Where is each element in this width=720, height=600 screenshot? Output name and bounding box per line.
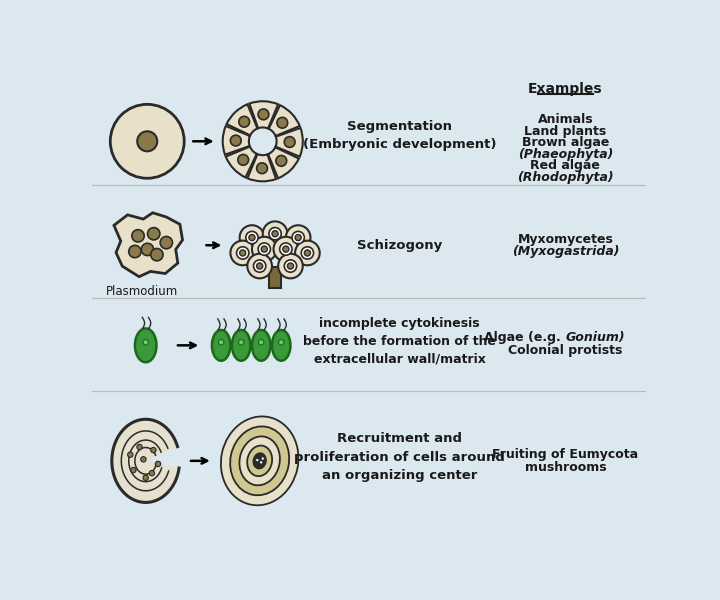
Circle shape <box>141 243 153 256</box>
Ellipse shape <box>272 330 290 361</box>
Circle shape <box>259 461 263 464</box>
Circle shape <box>148 227 160 240</box>
Circle shape <box>240 250 246 256</box>
Circle shape <box>140 457 146 462</box>
Circle shape <box>258 340 264 345</box>
Text: Gonium): Gonium) <box>565 331 625 344</box>
Text: Brown algae: Brown algae <box>522 136 609 149</box>
Circle shape <box>274 237 298 262</box>
Wedge shape <box>222 126 250 155</box>
Circle shape <box>292 232 305 244</box>
Circle shape <box>295 241 320 265</box>
Text: (Rhodophyta): (Rhodophyta) <box>517 171 613 184</box>
Circle shape <box>295 235 301 241</box>
Circle shape <box>258 243 271 255</box>
Circle shape <box>238 340 244 345</box>
Circle shape <box>276 155 287 166</box>
Text: Colonial protists: Colonial protists <box>508 344 623 357</box>
Circle shape <box>284 137 295 148</box>
Ellipse shape <box>232 330 251 361</box>
Circle shape <box>279 243 292 255</box>
Text: Examples: Examples <box>528 82 603 96</box>
Circle shape <box>143 340 148 345</box>
Circle shape <box>240 225 264 250</box>
Text: (Myxogastrida): (Myxogastrida) <box>512 245 619 258</box>
Circle shape <box>301 247 314 259</box>
Text: Animals: Animals <box>538 113 593 126</box>
Circle shape <box>279 340 284 345</box>
Ellipse shape <box>230 427 289 495</box>
Circle shape <box>305 250 310 256</box>
Ellipse shape <box>240 436 280 485</box>
Circle shape <box>127 452 133 457</box>
Circle shape <box>138 131 157 151</box>
Text: (Phaeophyta): (Phaeophyta) <box>518 148 613 161</box>
Circle shape <box>261 246 267 252</box>
Text: Red algae: Red algae <box>531 160 600 172</box>
Text: Schizogony: Schizogony <box>357 239 442 252</box>
Circle shape <box>238 154 248 165</box>
Text: Algae (e.g.: Algae (e.g. <box>485 331 565 344</box>
Circle shape <box>277 118 288 128</box>
Circle shape <box>256 263 263 269</box>
Circle shape <box>286 225 310 250</box>
Text: mushrooms: mushrooms <box>525 461 606 473</box>
Circle shape <box>269 227 282 240</box>
Circle shape <box>263 221 287 246</box>
Circle shape <box>249 235 255 241</box>
Wedge shape <box>227 104 258 136</box>
Ellipse shape <box>253 453 266 469</box>
Circle shape <box>150 448 156 453</box>
Text: incomplete cytokinesis
before the formation of the
extracellular wall/matrix: incomplete cytokinesis before the format… <box>303 317 496 366</box>
Text: Recruitment and
proliferation of cells around
an organizing center: Recruitment and proliferation of cells a… <box>294 433 505 481</box>
Circle shape <box>248 254 272 278</box>
Polygon shape <box>269 267 282 287</box>
Circle shape <box>287 263 294 269</box>
Text: Plasmodium: Plasmodium <box>106 285 178 298</box>
Circle shape <box>258 109 269 120</box>
Circle shape <box>246 232 258 244</box>
Circle shape <box>237 247 249 259</box>
Circle shape <box>110 104 184 178</box>
Circle shape <box>283 246 289 252</box>
Wedge shape <box>276 128 303 157</box>
Text: Fruiting of Eumycota: Fruiting of Eumycota <box>492 448 639 461</box>
Circle shape <box>143 475 148 481</box>
Circle shape <box>239 116 250 127</box>
Ellipse shape <box>247 446 272 476</box>
Circle shape <box>261 457 264 460</box>
Circle shape <box>230 135 241 146</box>
Wedge shape <box>269 105 300 136</box>
Circle shape <box>252 237 276 262</box>
Text: Land plants: Land plants <box>524 125 606 138</box>
Circle shape <box>230 241 255 265</box>
Circle shape <box>253 260 266 272</box>
Ellipse shape <box>212 330 230 361</box>
Wedge shape <box>268 147 299 178</box>
Circle shape <box>218 340 224 345</box>
Circle shape <box>131 467 136 473</box>
Polygon shape <box>112 419 179 502</box>
Circle shape <box>150 248 163 261</box>
Ellipse shape <box>135 328 156 362</box>
Circle shape <box>160 236 173 249</box>
Wedge shape <box>248 154 276 181</box>
Ellipse shape <box>252 330 271 361</box>
Circle shape <box>132 230 144 242</box>
Wedge shape <box>226 146 257 178</box>
Circle shape <box>278 254 303 278</box>
Circle shape <box>156 461 161 467</box>
Circle shape <box>272 230 278 237</box>
Circle shape <box>284 260 297 272</box>
Polygon shape <box>114 213 183 277</box>
Circle shape <box>149 470 155 476</box>
Text: Segmentation
(Embryonic development): Segmentation (Embryonic development) <box>303 119 497 151</box>
Text: Myxomycetes: Myxomycetes <box>518 233 613 245</box>
Circle shape <box>256 458 259 462</box>
Circle shape <box>256 163 267 173</box>
Circle shape <box>129 245 141 257</box>
Wedge shape <box>249 101 278 128</box>
Circle shape <box>137 444 143 449</box>
Ellipse shape <box>221 416 299 505</box>
